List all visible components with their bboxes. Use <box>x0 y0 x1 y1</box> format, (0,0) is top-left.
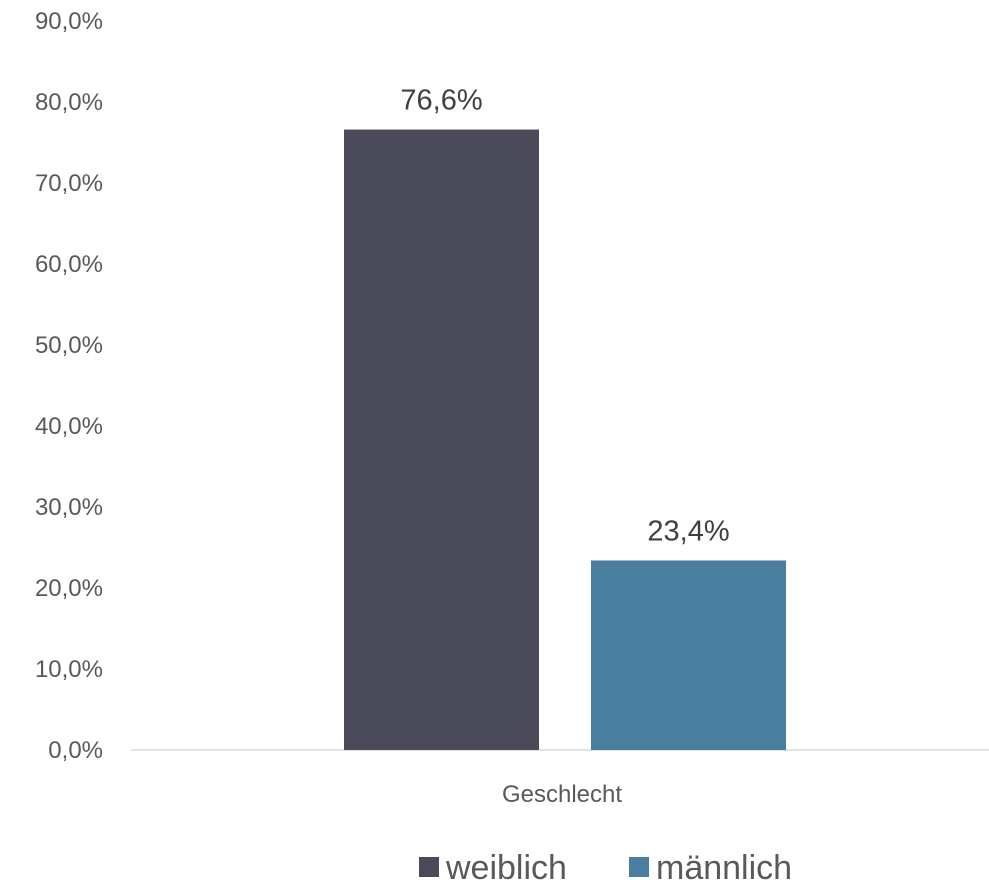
y-axis: 0,0% 10,0% 20,0% 30,0% 40,0% 50,0% 60,0% 70,0% 8… <box>35 8 103 764</box>
x-axis: Geschlecht <box>131 749 989 808</box>
y-tick-label: 10,0% <box>35 656 103 683</box>
y-tick-label: 0,0% <box>48 737 103 764</box>
data-label-männlich: 23,4% <box>647 515 729 547</box>
legend-label-männlich: männlich <box>656 849 792 883</box>
y-tick-label: 20,0% <box>35 575 103 602</box>
legend-label-weiblich: weiblich <box>445 849 567 883</box>
bar-männlich <box>591 560 786 750</box>
legend: weiblich männlich <box>419 849 792 883</box>
data-labels: 76,6% 23,4% <box>400 85 729 548</box>
y-tick-label: 60,0% <box>35 251 103 278</box>
y-tick-label: 40,0% <box>35 413 103 440</box>
y-tick-label: 30,0% <box>35 494 103 521</box>
legend-swatch-weiblich <box>419 857 439 877</box>
y-tick-label: 50,0% <box>35 332 103 359</box>
category-label: Geschlecht <box>502 781 622 808</box>
bar-weiblich <box>344 129 539 751</box>
data-label-weiblich: 76,6% <box>400 85 482 117</box>
bars <box>344 129 786 751</box>
y-tick-label: 90,0% <box>35 8 103 35</box>
legend-swatch-männlich <box>629 857 649 877</box>
y-tick-label: 70,0% <box>35 170 103 197</box>
y-tick-label: 80,0% <box>35 89 103 116</box>
